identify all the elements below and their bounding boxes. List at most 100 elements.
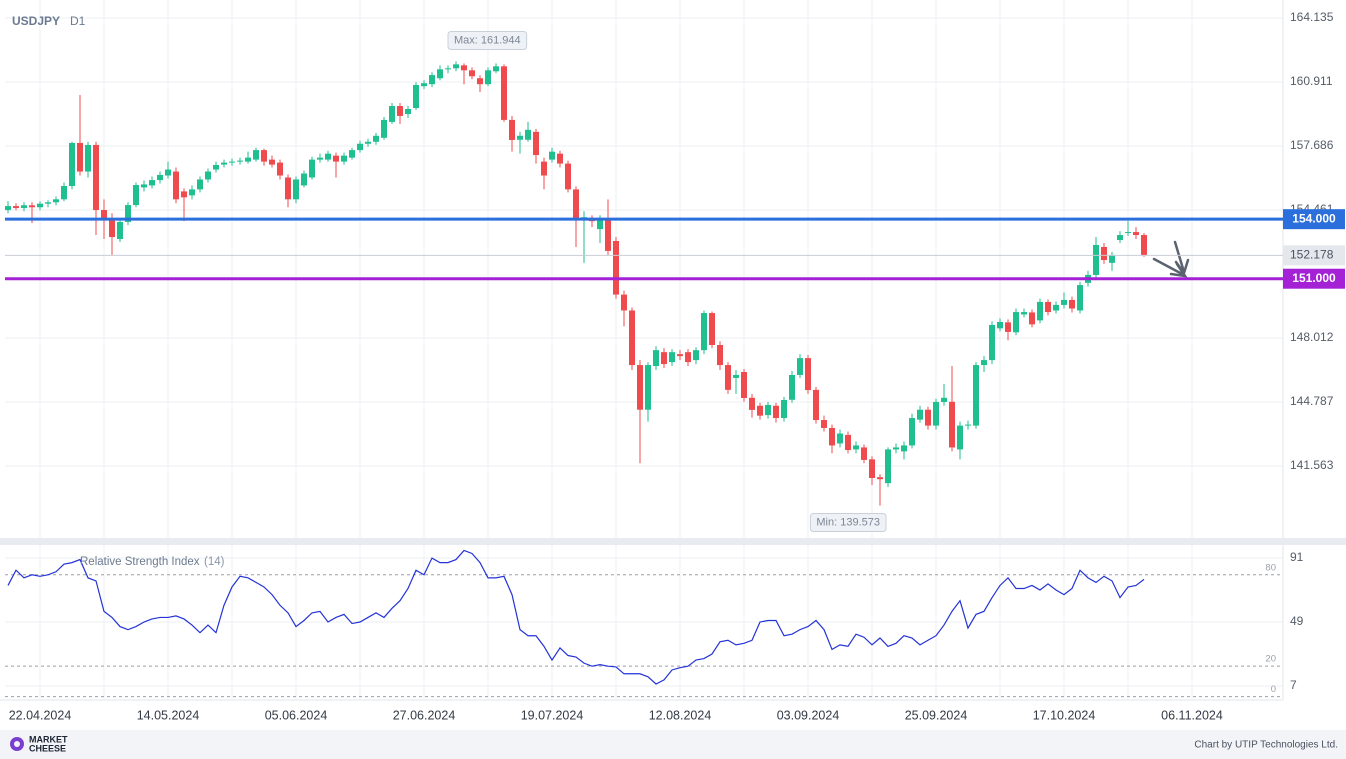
candle-body [37, 203, 43, 208]
candle-body [837, 433, 843, 444]
candle-body [421, 83, 427, 87]
candle-body [701, 313, 707, 351]
candle-body [509, 119, 515, 140]
candle-body [5, 206, 11, 211]
y-tick-label: 144.787 [1290, 394, 1334, 408]
y-tick-label: 164.135 [1290, 10, 1334, 24]
candle-body [773, 405, 779, 419]
candle-body [1021, 312, 1027, 315]
candle-body [989, 324, 995, 361]
candle-body [405, 109, 411, 114]
candle-body [525, 129, 531, 140]
candle-body [325, 153, 331, 160]
candle-body [981, 360, 987, 366]
candle-body [629, 310, 635, 366]
candle-body [885, 449, 891, 484]
y-tick-label: 91 [1290, 550, 1304, 564]
candle-body [13, 206, 19, 209]
candle-body [85, 144, 91, 172]
credit: Chart by UTIP Technologies Ltd. [1194, 740, 1338, 751]
candle-body [269, 159, 275, 165]
candle-body [557, 153, 563, 164]
candle-body [549, 151, 555, 160]
candle-body [741, 372, 747, 399]
candle-body [517, 135, 523, 140]
candle-body [877, 477, 883, 480]
candle-body [501, 66, 507, 120]
candle-body [157, 174, 163, 181]
candle-body [245, 157, 251, 162]
candle-body [445, 68, 451, 70]
candle-body [77, 142, 83, 172]
candle-body [477, 78, 483, 85]
x-tick-label: 19.07.2024 [521, 708, 584, 722]
candle-body [1077, 285, 1083, 311]
last-price-label: 152.178 [1290, 248, 1334, 262]
candle-body [965, 424, 971, 426]
candle-body [181, 191, 187, 198]
candle-body [1069, 299, 1075, 309]
candle-body [133, 185, 139, 206]
annotation-box [447, 30, 528, 50]
candle-body [693, 350, 699, 361]
candle-body [469, 70, 475, 77]
candle-body [949, 401, 955, 448]
level-label: 20 [1265, 654, 1276, 665]
annotation: Min: 139.573 [816, 516, 880, 528]
candle-body [621, 294, 627, 311]
x-tick-label: 14.05.2024 [137, 708, 200, 722]
candle-body [1013, 312, 1019, 333]
candle-body [301, 173, 307, 186]
level-box [1283, 268, 1345, 289]
candle-body [69, 142, 75, 187]
candle-body [381, 119, 387, 138]
y-tick-label: 141.563 [1290, 458, 1334, 472]
candle-body [717, 345, 723, 366]
candle-body [373, 135, 379, 142]
y-tick-label: 7 [1290, 678, 1297, 692]
candle-body [117, 221, 123, 240]
candle-body [413, 84, 419, 109]
brand-line: MARKET [29, 734, 68, 744]
candle-body [757, 405, 763, 416]
candle-body [797, 358, 803, 375]
candle-body [341, 155, 347, 162]
candle-body [461, 65, 467, 71]
candle-body [661, 352, 667, 365]
candle-body [197, 179, 203, 190]
candle-body [101, 210, 107, 220]
candle-body [533, 131, 539, 156]
candle-body [29, 205, 35, 208]
candle-body [1093, 244, 1099, 275]
level-label: 154.000 [1292, 211, 1336, 225]
candle-body [573, 189, 579, 220]
candle-body [829, 427, 835, 446]
candle-body [861, 447, 867, 460]
x-tick-label: 22.04.2024 [9, 708, 72, 722]
level-label: 151.000 [1292, 271, 1336, 285]
y-tick-label: 157.686 [1290, 138, 1334, 152]
candle-body [1045, 301, 1051, 313]
candle-body [813, 389, 819, 421]
x-tick-label: 05.06.2024 [265, 708, 328, 722]
candle-body [677, 354, 683, 357]
candle-body [733, 374, 739, 378]
candle-body [309, 159, 315, 178]
marks [5, 61, 1147, 685]
candle-body [845, 434, 851, 451]
indicator-title: Relative Strength Index [80, 556, 200, 568]
candle-body [789, 374, 795, 400]
candle-body [205, 171, 211, 180]
arrow [1152, 257, 1186, 277]
y-tick-label: 49 [1290, 614, 1304, 628]
candle-body [565, 163, 571, 190]
candle-body [685, 352, 691, 363]
footer-bar [0, 730, 1346, 759]
candle-body [397, 106, 403, 116]
candle-body [973, 365, 979, 426]
candle-body [917, 409, 923, 420]
candle-body [221, 162, 227, 165]
logo-icon-core [14, 741, 20, 747]
candle-body [901, 445, 907, 452]
